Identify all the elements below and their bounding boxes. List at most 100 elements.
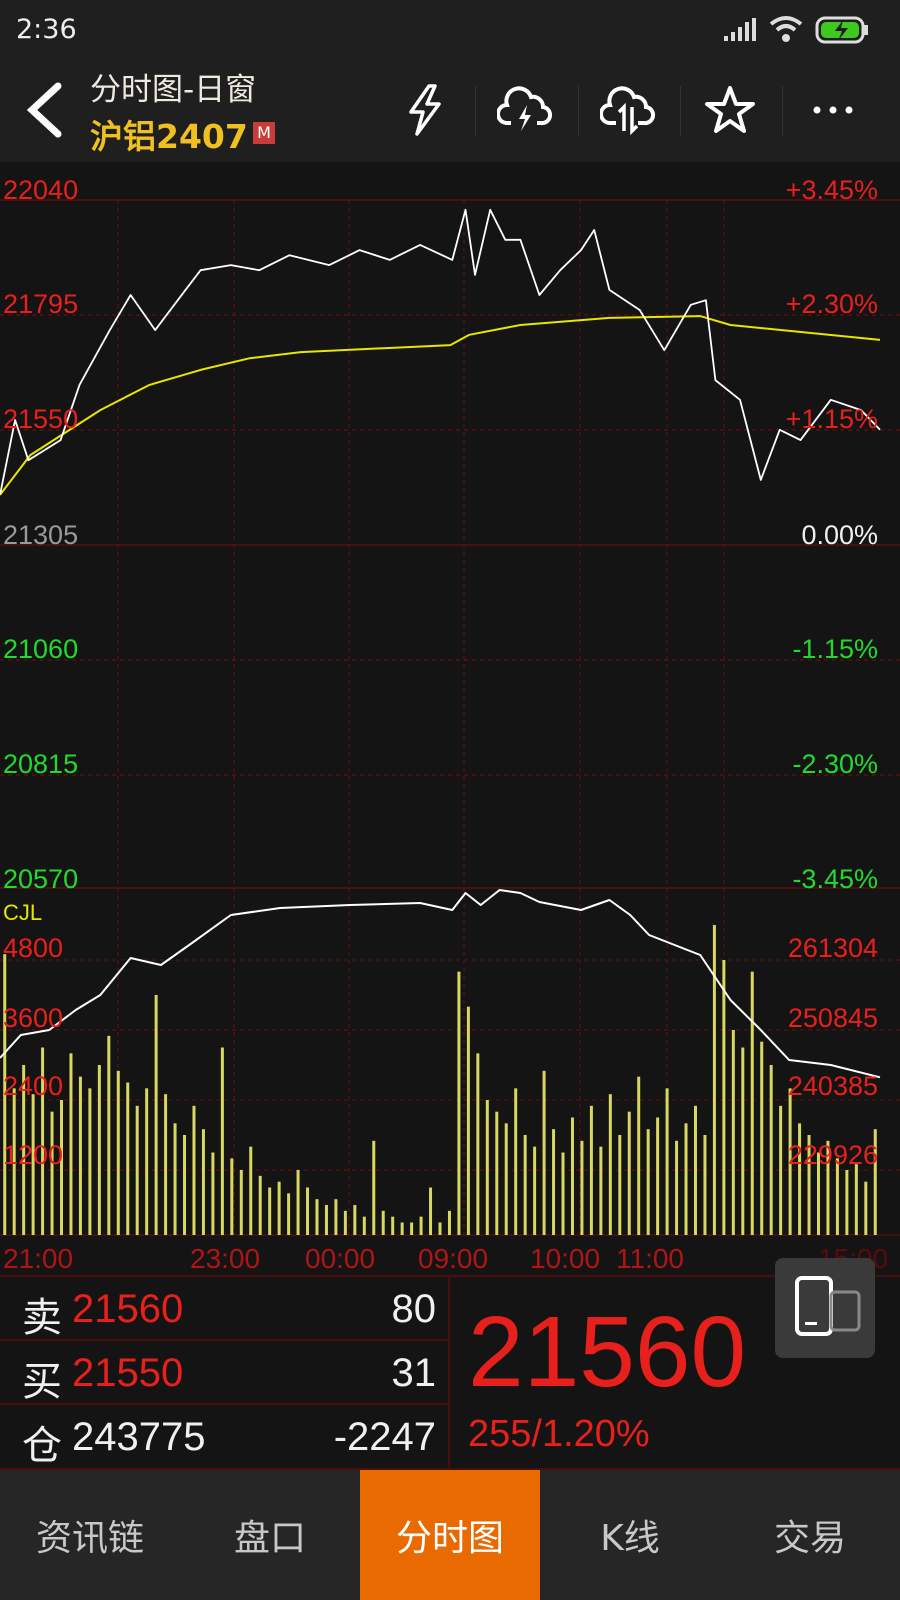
volume-bar	[343, 1210, 347, 1235]
volume-bar	[60, 1100, 64, 1235]
volume-bar	[69, 1053, 73, 1235]
volume-tick: 4800	[3, 933, 64, 963]
cloud-sync-icon[interactable]	[598, 78, 658, 142]
volume-bar	[287, 1193, 291, 1235]
volume-bar	[31, 1094, 35, 1235]
volume-bar	[324, 1205, 328, 1235]
divider	[680, 86, 681, 136]
volume-bar	[88, 1088, 92, 1235]
bottom-nav: 资讯链 盘口 分时图 K线 交易	[0, 1470, 900, 1600]
divider	[578, 86, 579, 136]
volume-bar	[476, 1053, 480, 1235]
volume-bar	[50, 1111, 54, 1235]
volume-bar	[485, 1100, 489, 1235]
pct-tick: 0.00%	[801, 520, 878, 550]
divider	[782, 86, 783, 136]
volume-bar	[457, 971, 461, 1235]
volume-bar	[637, 1076, 641, 1235]
ask-price: 21560	[72, 1287, 184, 1331]
oi-change: -2247	[333, 1415, 436, 1459]
volume-bar	[514, 1088, 518, 1235]
layout-toggle-button[interactable]	[775, 1258, 875, 1358]
wifi-icon	[769, 16, 803, 42]
intraday-chart[interactable]	[0, 162, 900, 1240]
cloud-lightning-icon[interactable]	[495, 78, 555, 142]
volume-bar	[835, 1158, 839, 1235]
battery-charging-icon	[815, 16, 868, 44]
volume-bar	[712, 925, 716, 1235]
volume-bar	[334, 1199, 338, 1235]
volume-bar	[504, 1123, 508, 1235]
volume-bar	[107, 1035, 111, 1235]
volume-bar	[542, 1070, 546, 1235]
volume-tick: 2400	[3, 1071, 64, 1101]
tab-intraday[interactable]: 分时图	[360, 1470, 540, 1600]
volume-bar	[845, 1170, 849, 1235]
pct-tick: +3.45%	[785, 175, 878, 205]
bid-row: 买 21550 31	[0, 1341, 448, 1405]
volume-bar	[410, 1222, 414, 1235]
volume-bar	[145, 1088, 149, 1235]
last-price: 21560	[468, 1296, 747, 1408]
volume-bar	[268, 1187, 272, 1235]
price-tick: 22040	[3, 175, 79, 205]
price-tick: 21305	[3, 520, 79, 550]
time-tick: 00:00	[305, 1243, 376, 1274]
volume-bar	[779, 1105, 783, 1235]
pct-tick: +1.15%	[785, 404, 878, 434]
ask-qty: 80	[391, 1287, 437, 1331]
volume-bar	[116, 1070, 120, 1235]
tab-kline[interactable]: K线	[600, 1518, 660, 1559]
time-tick: 09:00	[418, 1243, 489, 1274]
volume-bar	[608, 1094, 612, 1235]
lightning-icon[interactable]	[395, 78, 455, 142]
volume-bar	[693, 1105, 697, 1235]
more-icon[interactable]	[803, 78, 863, 142]
volume-bar	[769, 1065, 773, 1235]
volume-bar	[183, 1135, 187, 1235]
volume-bar	[466, 1006, 470, 1235]
volume-bar	[315, 1199, 319, 1235]
price-change: 255/1.20%	[468, 1413, 650, 1455]
volume-bar	[580, 1140, 584, 1235]
volume-bar	[372, 1140, 376, 1235]
volume-bar	[873, 1129, 877, 1235]
app-header: 分时图-日窗 沪铝2407 M	[0, 58, 900, 162]
volume-bar	[570, 1117, 574, 1235]
volume-bar	[220, 1047, 224, 1235]
volume-bar	[3, 954, 7, 1235]
time-tick: 21:00	[3, 1243, 74, 1274]
price-tick: 21550	[3, 404, 79, 434]
volume-bar	[429, 1187, 433, 1235]
tab-news-chain[interactable]: 资讯链	[35, 1518, 144, 1559]
signal-icon	[724, 18, 756, 41]
volume-bar	[627, 1111, 631, 1235]
price-tick: 21060	[3, 634, 79, 664]
open-interest: 243775	[72, 1415, 206, 1459]
back-icon[interactable]	[22, 80, 66, 140]
tab-order-book[interactable]: 盘口	[233, 1518, 306, 1559]
volume-bar	[523, 1135, 527, 1235]
volume-bar	[230, 1158, 234, 1235]
volume-bar	[22, 1065, 26, 1235]
volume-bar	[760, 1041, 764, 1235]
price-tick: 20570	[3, 864, 79, 894]
tab-trade[interactable]: 交易	[773, 1518, 846, 1559]
volume-bar	[618, 1135, 622, 1235]
time-tick: 11:00	[616, 1243, 684, 1274]
instrument-name[interactable]: 沪铝2407	[90, 117, 248, 156]
volume-bar	[400, 1222, 404, 1235]
volume-bar	[41, 1047, 45, 1235]
star-icon[interactable]	[700, 78, 760, 142]
open-interest-row: 仓 243775 -2247	[0, 1405, 448, 1469]
bid-price: 21550	[72, 1351, 184, 1395]
volume-bar	[211, 1152, 215, 1235]
average-price-line	[0, 315, 881, 496]
volume-bar	[788, 1088, 792, 1235]
page-title: 分时图-日窗	[90, 72, 257, 108]
volume-bar	[164, 1094, 168, 1235]
volume-bar	[854, 1164, 858, 1235]
volume-bar	[741, 1047, 745, 1235]
volume-bar	[353, 1205, 357, 1235]
volume-bar	[665, 1088, 669, 1235]
